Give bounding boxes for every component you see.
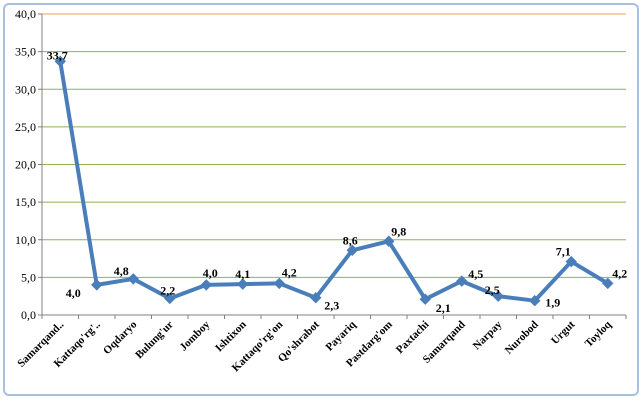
y-tick-label: 15,0: [15, 195, 36, 209]
y-tick-label: 20,0: [15, 158, 36, 172]
x-tick-label: Ishtixon: [213, 319, 249, 355]
data-label: 4,0: [203, 266, 218, 280]
data-point: [456, 275, 468, 287]
x-tick-label: Nurobod: [503, 319, 541, 357]
data-label: 2,1: [436, 301, 451, 315]
data-label: 2,3: [324, 299, 339, 313]
data-point: [602, 277, 614, 290]
x-tick-label: Toyloq: [583, 318, 615, 350]
data-label: 4,8: [114, 264, 129, 278]
x-tick-label: Urgut: [549, 318, 578, 347]
y-tick-label: 0,0: [21, 308, 36, 322]
data-point: [237, 278, 249, 290]
data-point: [164, 292, 176, 305]
data-label: 4,1: [235, 267, 250, 281]
data-point: [565, 255, 577, 268]
data-label: 2,2: [160, 283, 175, 297]
data-point: [346, 244, 358, 256]
x-tick-label: Paxtachi: [394, 319, 431, 356]
y-tick-label: 40,0: [15, 7, 36, 21]
data-label: 33,7: [47, 48, 68, 62]
data-label: 7,1: [556, 245, 571, 259]
data-point: [419, 293, 431, 305]
y-tick-label: 5,0: [21, 270, 36, 284]
data-label: 1,9: [545, 296, 560, 310]
data-point: [54, 55, 66, 68]
data-label: 4,0: [66, 286, 81, 300]
x-tick-label: Narpay: [471, 318, 505, 352]
data-label: 8,6: [343, 233, 358, 247]
data-label: 4,2: [612, 266, 627, 280]
data-point: [127, 273, 139, 285]
data-point: [492, 290, 504, 302]
data-label: 9,8: [391, 224, 406, 238]
data-label: 2,5: [485, 283, 500, 297]
data-label: 4,2: [282, 265, 297, 279]
data-point: [91, 279, 103, 291]
chart-frame: [3, 3, 639, 396]
data-point: [310, 291, 322, 304]
data-point: [273, 277, 285, 290]
y-tick-label: 30,0: [15, 82, 36, 96]
data-point: [529, 294, 541, 307]
data-label: 4,5: [468, 267, 483, 281]
y-tick-label: 35,0: [15, 45, 36, 59]
y-tick-label: 25,0: [15, 120, 36, 134]
x-tick-label: Payariq: [324, 318, 359, 353]
x-tick-label: Jomboy: [178, 318, 213, 353]
data-point: [383, 235, 395, 247]
y-tick-label: 10,0: [15, 233, 36, 247]
series-line: [58, 61, 609, 303]
x-tick-label: Bulung'ur: [133, 319, 176, 362]
data-point: [200, 279, 212, 291]
